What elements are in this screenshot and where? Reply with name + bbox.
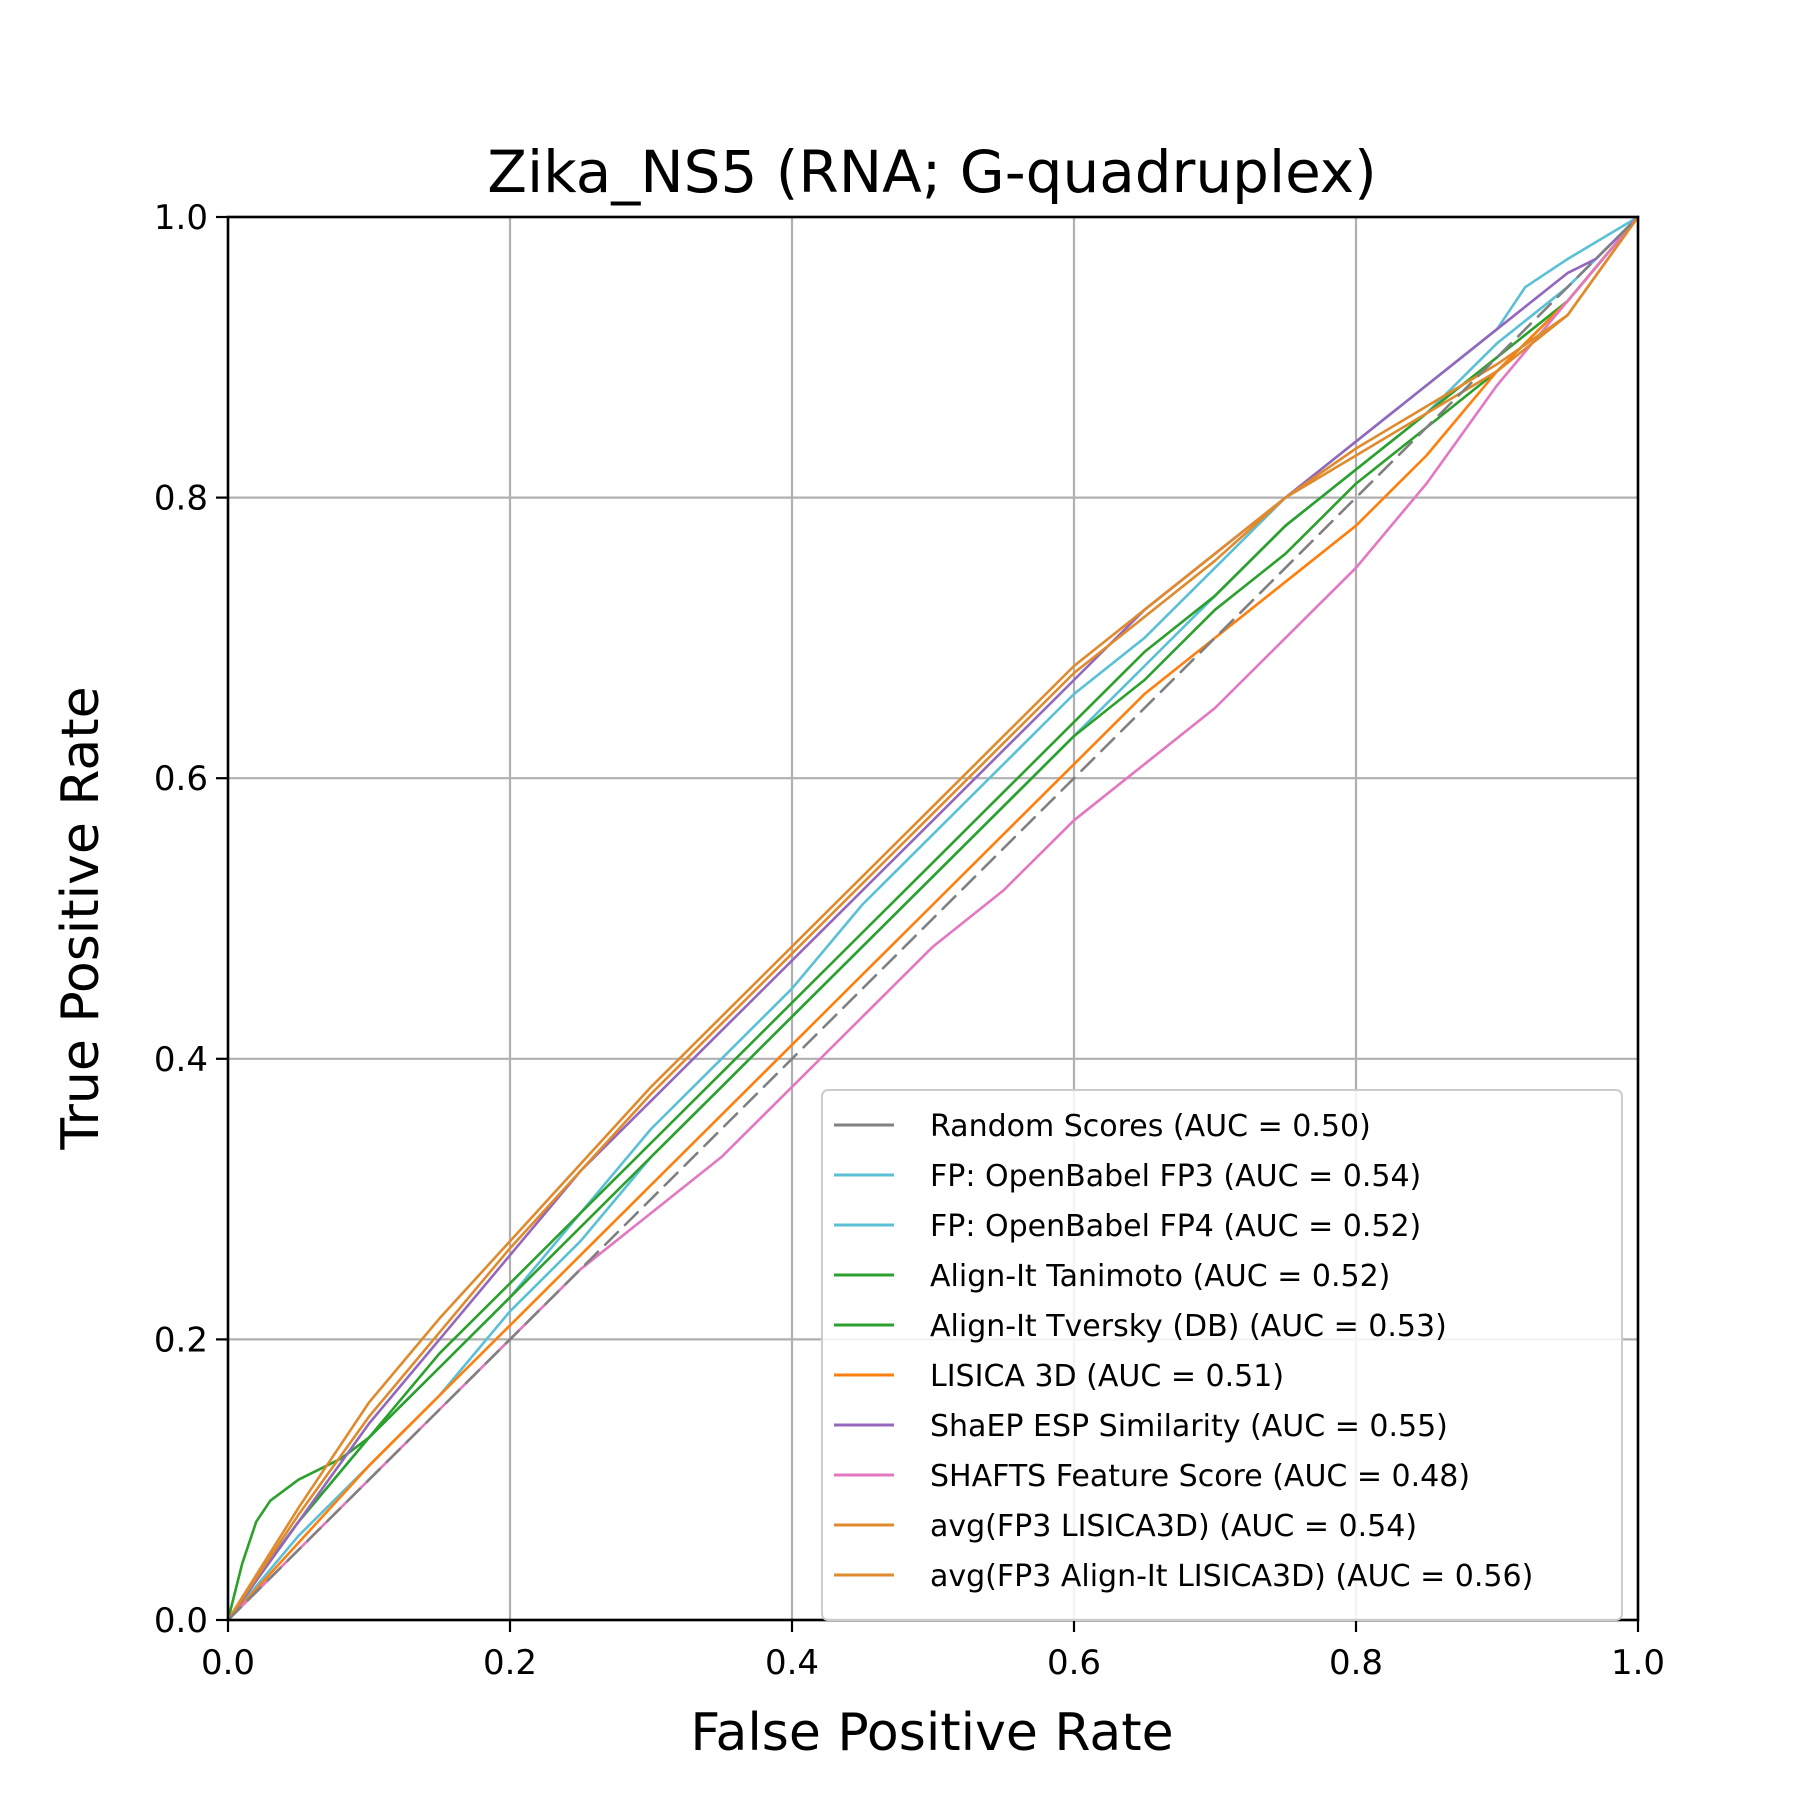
series-line-3 <box>226 215 1640 1622</box>
y-tick-label: 0.2 <box>154 1320 208 1360</box>
series-line-4 <box>226 215 1640 1622</box>
legend-label: avg(FP3 Align-It LISICA3D) (AUC = 0.56) <box>930 1559 1533 1594</box>
legend: Random Scores (AUC = 0.50) FP: OpenBabel … <box>821 1089 1623 1621</box>
series-line-0 <box>226 215 1640 1622</box>
series-line-9 <box>226 215 1640 1622</box>
legend-label: Align-It Tversky (DB) (AUC = 0.53) <box>930 1309 1447 1344</box>
y-tick-label: 0.8 <box>154 479 208 519</box>
axis-ticks: 0.0 0.2 0.4 0.6 0.8 1.0 0.0 0.2 0.4 0.6 0.8 1.0 <box>154 198 1665 1683</box>
x-tick-label: 0.2 <box>483 1643 537 1683</box>
y-tick-label: 0.0 <box>154 1601 208 1641</box>
legend-label: FP: OpenBabel FP3 (AUC = 0.54) <box>930 1159 1421 1194</box>
y-axis-label: True Positive Rate <box>51 686 111 1150</box>
legend-label: SHAFTS Feature Score (AUC = 0.48) <box>930 1459 1470 1494</box>
y-tick-label: 0.4 <box>154 1040 208 1080</box>
series-line-5 <box>226 215 1640 1622</box>
x-tick-label: 1.0 <box>1611 1643 1665 1683</box>
legend-label: avg(FP3 LISICA3D) (AUC = 0.54) <box>930 1509 1417 1544</box>
legend-label: Align-It Tanimoto (AUC = 0.52) <box>930 1259 1390 1294</box>
series-line-7 <box>226 215 1640 1622</box>
series-line-6 <box>226 215 1640 1622</box>
x-tick-label: 0.4 <box>765 1643 819 1683</box>
legend-label: Random Scores (AUC = 0.50) <box>930 1109 1371 1144</box>
x-tick-label: 0.8 <box>1329 1643 1383 1683</box>
chart-title: Zika_NS5 (RNA; G-quadruplex) <box>487 138 1376 206</box>
legend-label: ShaEP ESP Similarity (AUC = 0.55) <box>930 1409 1448 1444</box>
y-tick-label: 1.0 <box>154 198 208 238</box>
series-line-8 <box>226 215 1640 1622</box>
x-tick-label: 0.6 <box>1047 1643 1101 1683</box>
legend-box <box>821 1089 1623 1621</box>
x-axis-label: False Positive Rate <box>690 1703 1173 1763</box>
legend-label: FP: OpenBabel FP4 (AUC = 0.52) <box>930 1209 1421 1244</box>
y-tick-label: 0.6 <box>154 759 208 799</box>
legend-label: LISICA 3D (AUC = 0.51) <box>930 1359 1284 1394</box>
series-layer <box>226 215 1640 1622</box>
x-tick-label: 0.0 <box>201 1643 255 1683</box>
